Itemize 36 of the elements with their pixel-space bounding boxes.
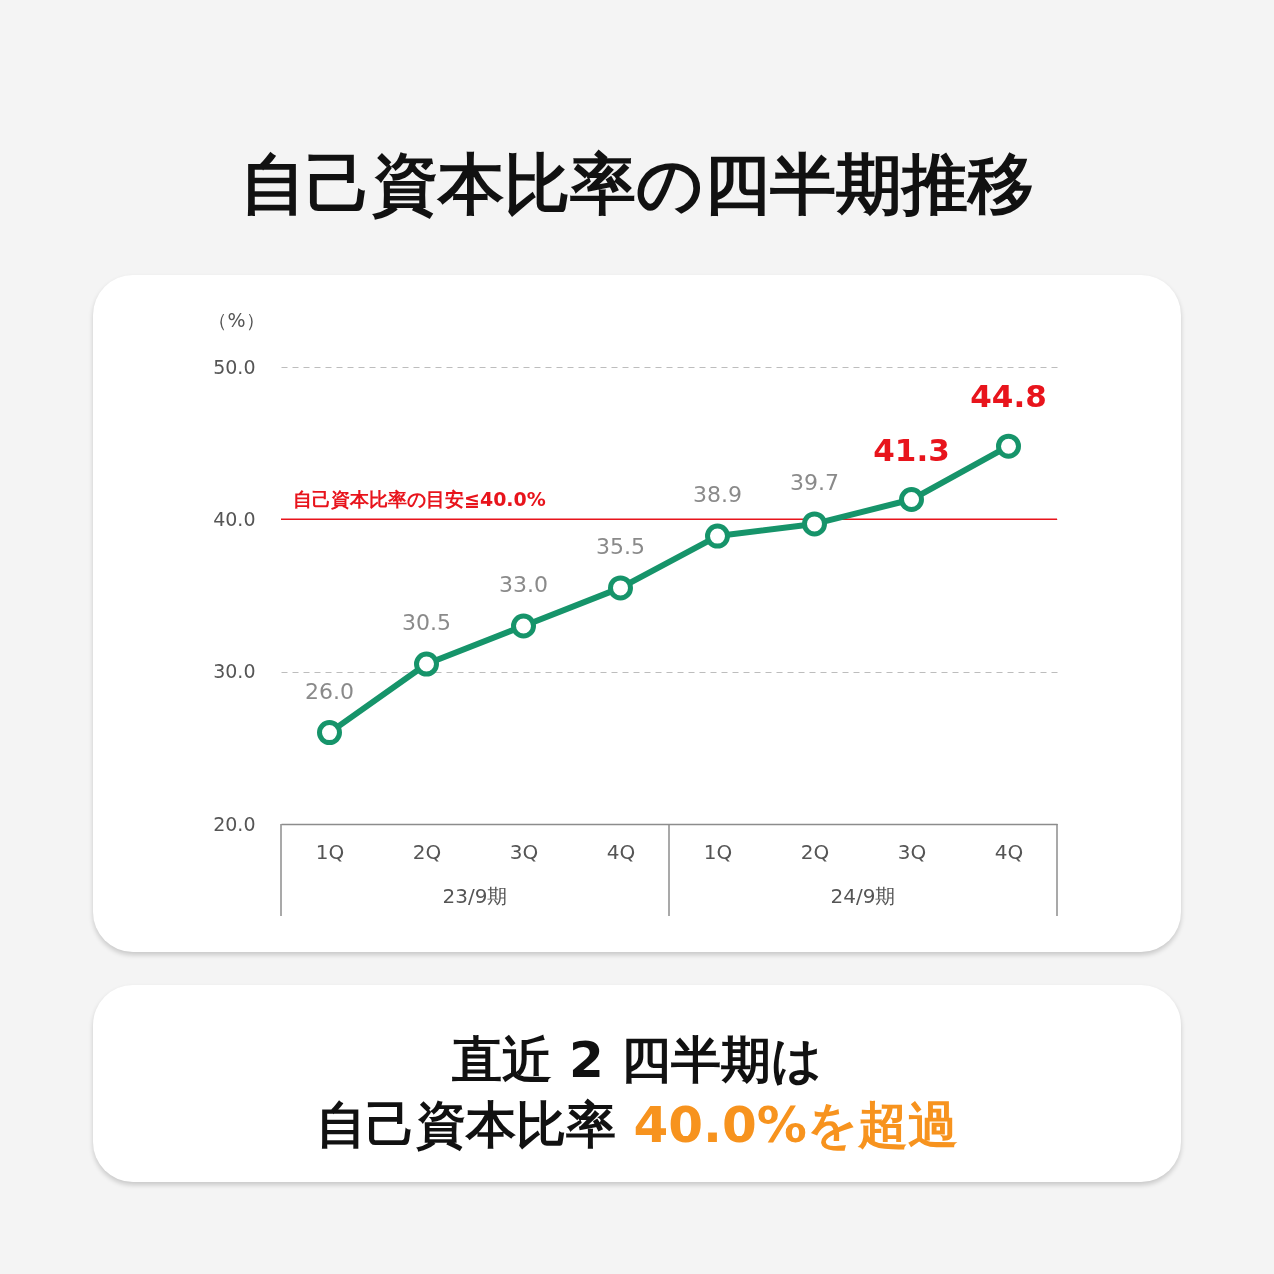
data-label: 41.3 bbox=[873, 431, 950, 468]
x-tick-label: 2Q bbox=[412, 839, 442, 864]
point bbox=[899, 487, 924, 513]
data-label: 38.9 bbox=[693, 482, 742, 508]
text: 23/9期 bbox=[442, 884, 508, 908]
ref-line-label: 自己資本比率の目安≦40.0% bbox=[293, 488, 546, 511]
text: 直近 2 四半期は bbox=[450, 1030, 824, 1091]
point bbox=[608, 575, 633, 601]
data-label: 35.5 bbox=[596, 533, 645, 559]
y-tick-label: 40.0 bbox=[213, 507, 256, 530]
point bbox=[802, 511, 827, 537]
x-tick-label: 2Q bbox=[800, 839, 830, 864]
data-label: 33.0 bbox=[499, 571, 548, 597]
point bbox=[511, 613, 536, 639]
text: 24/9期 bbox=[830, 884, 896, 908]
y-axis-title: （%） bbox=[208, 308, 265, 331]
y-tick-label: 20.0 bbox=[213, 812, 256, 835]
point bbox=[317, 720, 342, 746]
text: 自己資本比率 bbox=[316, 1096, 617, 1154]
x-tick-label: 3Q bbox=[897, 839, 927, 864]
x-tick-label: 3Q bbox=[509, 839, 539, 864]
data-label: 26.0 bbox=[305, 678, 354, 704]
data-label: 39.7 bbox=[790, 469, 839, 495]
data-label: 30.5 bbox=[402, 610, 451, 636]
x-tick-label: 4Q bbox=[994, 839, 1024, 864]
x-tick-label: 1Q bbox=[703, 839, 733, 864]
x-tick-label: 1Q bbox=[315, 839, 345, 864]
point bbox=[414, 651, 439, 677]
y-tick-label: 50.0 bbox=[213, 355, 256, 378]
text: 40.0%を超過 bbox=[633, 1096, 958, 1154]
point bbox=[996, 433, 1021, 459]
x-tick-label: 4Q bbox=[606, 839, 636, 864]
chart-title: 自己資本比率の四半期推移 bbox=[239, 145, 1035, 225]
data-label: 44.8 bbox=[970, 378, 1047, 415]
y-tick-label: 30.0 bbox=[213, 660, 256, 683]
point bbox=[705, 523, 730, 549]
